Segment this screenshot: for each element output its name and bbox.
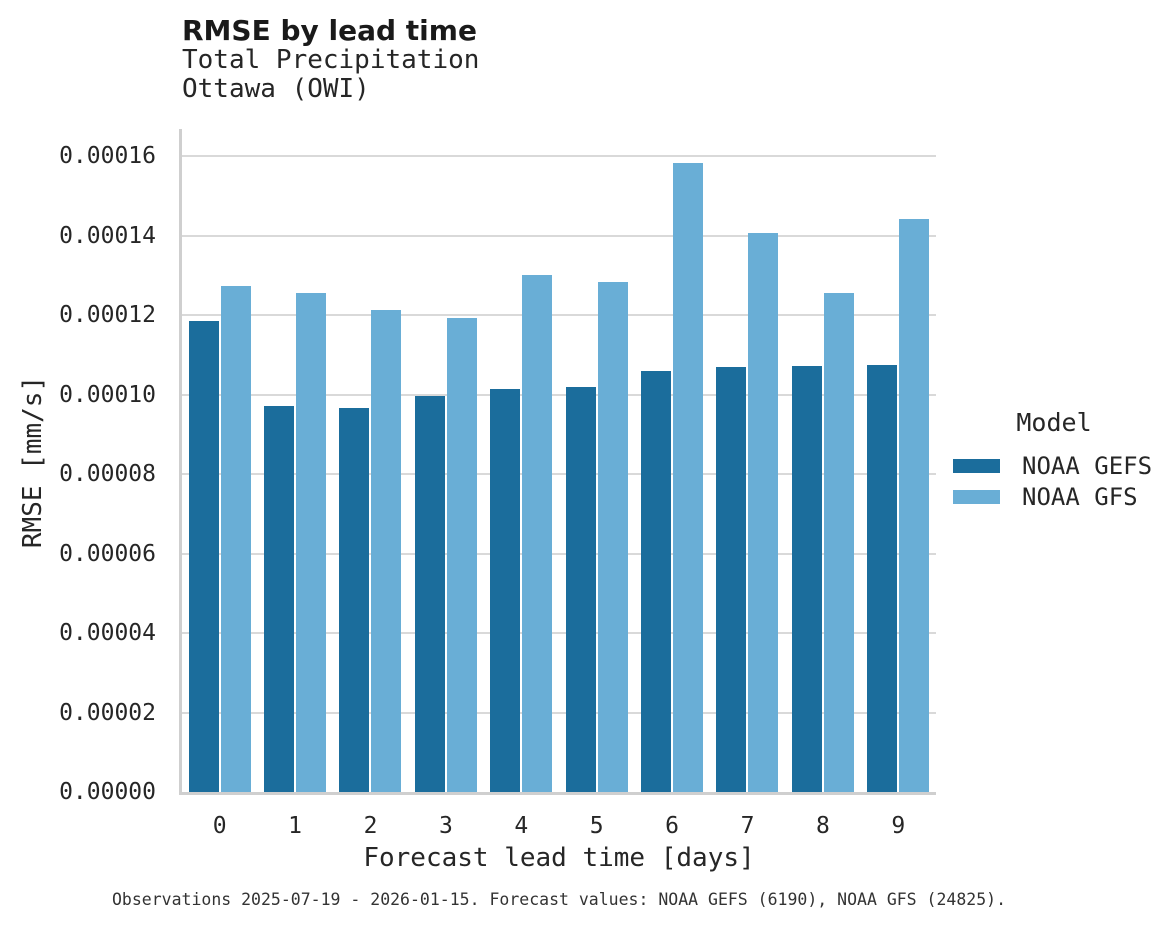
x-tick-label: 1 <box>288 813 303 839</box>
legend-entry-noaa-gfs: NOAA GFS <box>940 482 1168 514</box>
bar-group-lead-9 <box>861 129 936 792</box>
x-tick-label: 5 <box>589 813 604 839</box>
legend-entry-noaa-gefs: NOAA GEFS <box>940 450 1168 482</box>
bar-group-lead-3 <box>408 129 483 792</box>
plot-area <box>179 129 936 795</box>
bar-noaa-gefs-lead-5 <box>565 387 596 792</box>
bar-noaa-gfs-lead-5 <box>597 282 628 792</box>
bar-group-lead-4 <box>484 129 559 792</box>
bar-noaa-gfs-lead-2 <box>371 310 402 792</box>
gridline <box>182 632 936 634</box>
bar-noaa-gefs-lead-0 <box>188 321 219 792</box>
gridline <box>182 473 936 475</box>
x-tick-label: 0 <box>212 813 227 839</box>
x-tick-label: 2 <box>363 813 378 839</box>
bar-group-lead-8 <box>785 129 860 792</box>
x-axis-label: Forecast lead time [days] <box>363 843 755 873</box>
bar-group-lead-7 <box>710 129 785 792</box>
bar-noaa-gfs-lead-8 <box>823 292 854 792</box>
bar-group-lead-6 <box>634 129 709 792</box>
y-tick-label: 0.00000 <box>59 779 156 805</box>
bar-noaa-gfs-lead-0 <box>220 285 251 792</box>
subtitle-line-location: Ottawa (OWI) <box>182 73 370 104</box>
x-tick-label: 7 <box>740 813 755 839</box>
bar-noaa-gfs-lead-7 <box>748 233 779 792</box>
bar-noaa-gefs-lead-2 <box>339 408 370 792</box>
bar-noaa-gefs-lead-7 <box>716 367 747 792</box>
x-tick-label: 6 <box>665 813 680 839</box>
footer-caption: Observations 2025-07-19 - 2026-01-15. Fo… <box>111 890 1007 909</box>
bar-noaa-gefs-lead-8 <box>791 366 822 792</box>
bar-noaa-gefs-lead-3 <box>414 396 445 792</box>
gridline <box>182 393 936 396</box>
y-tick-label: 0.00004 <box>59 620 156 646</box>
y-tick-label: 0.00012 <box>59 302 156 329</box>
bar-group-lead-5 <box>559 129 634 792</box>
gridline <box>182 552 936 555</box>
legend-swatch-noaa-gfs <box>953 490 1000 505</box>
y-tick-label: 0.00010 <box>59 381 156 408</box>
legend-label-noaa-gefs: NOAA GEFS <box>1022 451 1153 480</box>
x-tick-label: 9 <box>891 813 906 839</box>
x-tick-label: 3 <box>438 813 453 839</box>
legend-title: Model <box>1016 408 1092 437</box>
bar-noaa-gfs-lead-1 <box>296 292 327 792</box>
x-tick-label: 8 <box>815 813 830 839</box>
bar-group-lead-1 <box>257 129 332 792</box>
subtitle-line-variable: Total Precipitation <box>182 45 480 75</box>
bar-noaa-gfs-lead-9 <box>899 219 930 792</box>
chart-title: RMSE by lead time <box>182 14 477 47</box>
bar-noaa-gefs-lead-9 <box>867 365 898 792</box>
y-tick-label: 0.00008 <box>59 461 156 487</box>
bar-noaa-gfs-lead-6 <box>673 163 704 792</box>
y-tick-label: 0.00006 <box>59 540 156 567</box>
legend-entries: NOAA GEFS NOAA GFS <box>940 450 1168 513</box>
gridline <box>182 711 936 714</box>
bar-noaa-gefs-lead-6 <box>641 370 672 792</box>
y-tick-label: 0.00014 <box>59 222 156 249</box>
bar-noaa-gfs-lead-3 <box>446 318 477 792</box>
bar-group-lead-0 <box>182 129 257 792</box>
y-tick-label: 0.00016 <box>59 143 156 170</box>
x-tick-label: 4 <box>514 813 529 839</box>
y-tick-label: 0.00002 <box>59 699 156 726</box>
bar-noaa-gefs-lead-4 <box>490 389 521 792</box>
legend-label-noaa-gfs: NOAA GFS <box>1022 483 1138 512</box>
gridline <box>182 314 936 317</box>
bar-group-lead-2 <box>333 129 408 792</box>
chart-subtitle: Total Precipitation Ottawa (OWI) <box>182 46 479 103</box>
gridline <box>182 155 936 158</box>
gridline <box>182 234 936 237</box>
bar-noaa-gfs-lead-4 <box>522 275 553 792</box>
legend-swatch-noaa-gefs <box>953 458 1000 473</box>
legend: Model NOAA GEFS NOAA GFS <box>940 408 1168 513</box>
bar-noaa-gefs-lead-1 <box>264 406 295 792</box>
